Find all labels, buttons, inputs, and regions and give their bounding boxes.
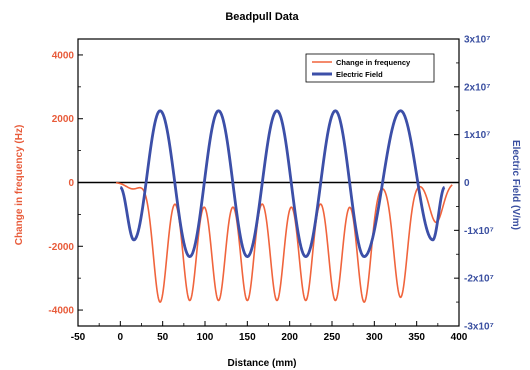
- y-right-tick-label: 3x10⁷: [464, 35, 490, 46]
- legend: Change in frequency Electric Field: [305, 53, 435, 83]
- x-tick-label: 200: [281, 332, 298, 343]
- x-tick-label: 300: [366, 332, 383, 343]
- y-right-tick-label: -1x10⁷: [464, 226, 494, 237]
- y-axis-label-left: Change in frequency (Hz): [14, 125, 25, 246]
- legend-entry-electric-field: Electric Field: [336, 70, 383, 79]
- x-tick-label: 100: [197, 332, 214, 343]
- y-right-tick-label: 0: [464, 178, 470, 189]
- y-left-tick-label: -2000: [48, 242, 74, 253]
- y-left-tick-label: -4000: [48, 306, 74, 317]
- y-right-tick-label: -2x10⁷: [464, 274, 494, 285]
- x-tick-label: 150: [239, 332, 256, 343]
- x-tick-label: 350: [408, 332, 425, 343]
- x-tick-label: 50: [157, 332, 169, 343]
- legend-entry-change-in-frequency: Change in frequency: [336, 58, 411, 67]
- y-right-tick-label: -3x10⁷: [464, 322, 494, 333]
- y-left-tick-label: 2000: [52, 114, 75, 125]
- x-tick-label: 0: [118, 332, 124, 343]
- series-electric-field: [119, 109, 446, 259]
- y-right-tick-label: 2x10⁷: [464, 82, 490, 93]
- series-change-in-frequency: [116, 181, 453, 304]
- x-tick-label: 250: [324, 332, 341, 343]
- y-left-tick-label: 0: [68, 178, 74, 189]
- legend-box: [305, 53, 435, 83]
- y-axis-label-right: Electric Field (V/m): [510, 140, 521, 230]
- x-axis-label: Distance (mm): [228, 358, 297, 369]
- x-tick-label: -50: [71, 332, 86, 343]
- y-right-tick-label: 1x10⁷: [464, 130, 490, 141]
- x-tick-label: 400: [451, 332, 468, 343]
- chart-title: Beadpull Data: [225, 11, 299, 23]
- y-left-tick-label: 4000: [52, 50, 75, 61]
